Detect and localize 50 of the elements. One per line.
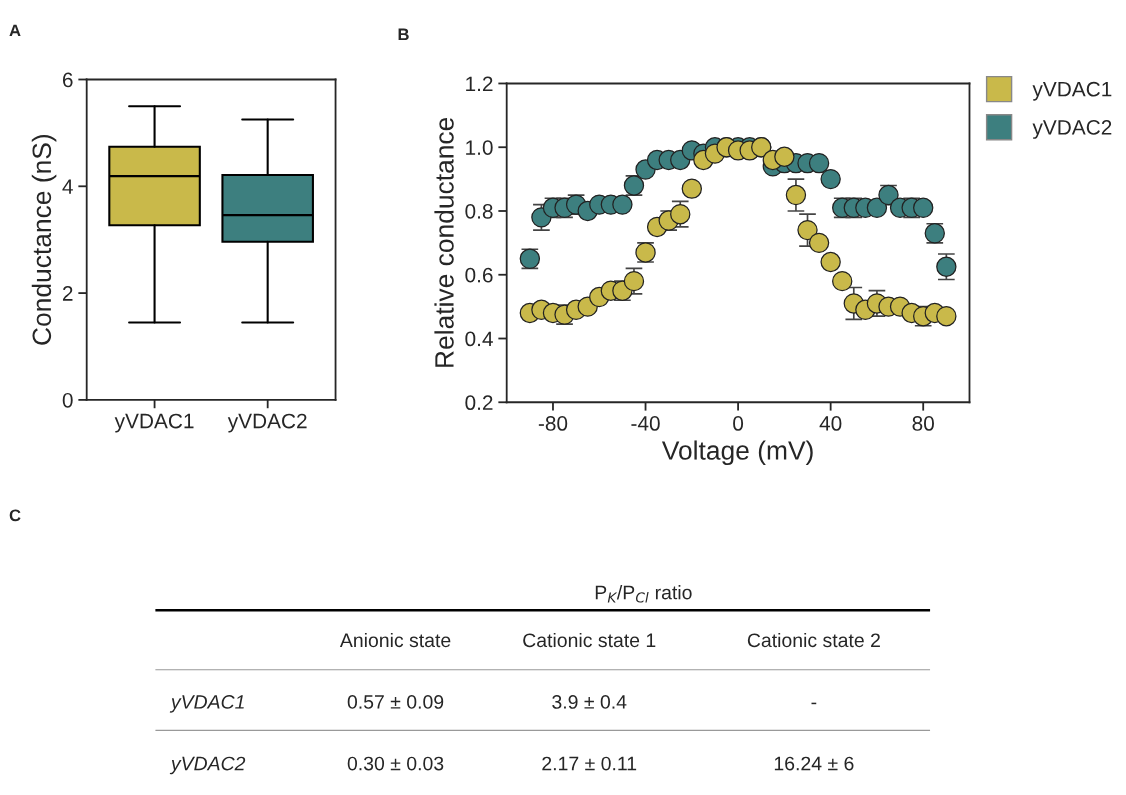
y-tick-label: 1.0 <box>466 140 493 155</box>
point <box>913 197 934 219</box>
x-tick-label: yVDAC1 <box>114 413 194 433</box>
text: P$_{K}$/P$_{Cl}$ ratio <box>595 585 692 603</box>
point <box>612 194 633 215</box>
x-tick-label: 80 <box>912 416 934 431</box>
legend-label: yVDAC2 <box>1032 119 1112 139</box>
x-tick-label: 0 <box>733 416 744 431</box>
text: 0.57 ± 0.09 <box>347 695 444 709</box>
y-tick-label: 0.8 <box>465 203 493 219</box>
category-label: Cationic state 1 <box>523 632 656 648</box>
y-tick-label: 6 <box>62 72 73 88</box>
x-tick-label: yVDAC2 <box>227 413 307 433</box>
point <box>797 219 818 241</box>
y-axis-title: Relative conductance <box>434 117 454 367</box>
text: A <box>9 24 21 37</box>
category-label: Anionic state <box>339 632 451 648</box>
point <box>820 168 841 190</box>
legend-label: yVDAC1 <box>1032 81 1112 101</box>
text: B <box>398 28 409 41</box>
point <box>866 197 888 219</box>
text: 0.30 ± 0.03 <box>347 756 444 771</box>
category-label: Cationic state 2 <box>747 632 880 648</box>
x-tick-label: -80 <box>538 416 568 431</box>
point <box>785 184 807 206</box>
x-tick-label: -40 <box>631 416 660 431</box>
point <box>808 152 830 174</box>
text: 16.24 ± 6 <box>774 756 854 771</box>
point <box>936 305 957 327</box>
x-axis-title: Voltage (mV) <box>661 440 813 466</box>
point <box>681 178 703 199</box>
text: 3.9 ± 0.4 <box>552 695 627 709</box>
text: 2.17 ± 0.11 <box>542 756 637 771</box>
x-tick-label: 40 <box>819 416 842 431</box>
category-label: yVDAC1 <box>169 695 244 713</box>
point <box>832 270 853 292</box>
y-tick-label: 0.2 <box>465 395 493 411</box>
y-tick-label: 0 <box>62 392 73 408</box>
y-tick-label: 4 <box>62 179 73 194</box>
y-tick-label: 1.2 <box>466 76 493 92</box>
text: C <box>9 509 21 522</box>
y-tick-label: 2 <box>62 286 73 301</box>
point <box>774 146 795 167</box>
point <box>820 251 841 273</box>
category-label: yVDAC2 <box>169 756 246 775</box>
text: - <box>811 702 817 705</box>
y-tick-label: 0.6 <box>465 267 493 283</box>
point <box>808 232 830 254</box>
y-tick-label: 0.4 <box>465 331 493 347</box>
y-axis-title: Conductance (nS) <box>31 134 57 345</box>
